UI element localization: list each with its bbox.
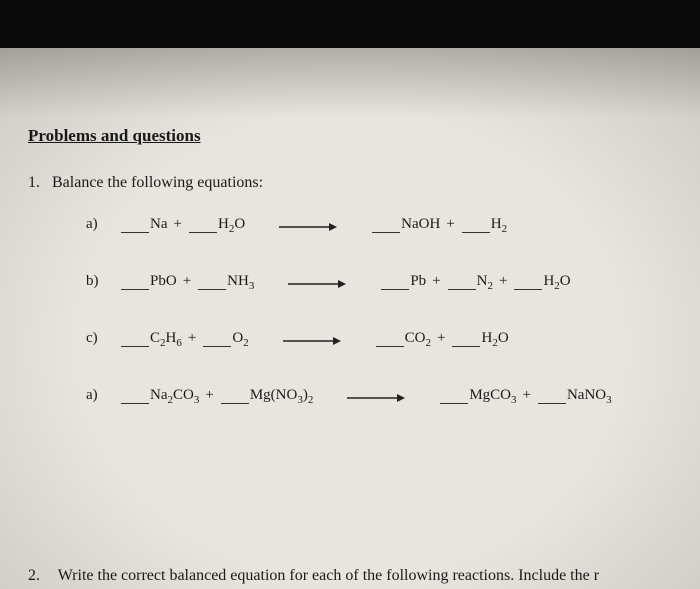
reaction-arrow-icon [347,392,405,404]
equation-list: a)Na+H2O NaOH+H2b)PbO+NH3 Pb+N2+H2Oc)C2H… [28,216,672,404]
equation-body: Na + H2O NaOH + H2 [120,216,507,233]
chemical-formula: NaOH [401,216,440,233]
chemical-formula: C2H6 [150,330,182,347]
equation-label: a) [86,387,120,404]
chemical-formula: N2 [477,273,493,290]
coefficient-blank [381,276,409,290]
coefficient-blank [203,333,231,347]
chemical-formula: H2O [218,216,245,233]
chemical-formula: PbO [150,273,177,290]
chemical-formula: NH3 [227,273,254,290]
coefficient-blank [189,219,217,233]
coefficient-blank [198,276,226,290]
chemical-formula: Pb [410,273,426,290]
chemical-formula: NaNO3 [567,387,612,404]
plus-sign: + [174,216,182,233]
coefficient-blank [372,219,400,233]
chemical-formula: H2O [481,330,508,347]
equation-row: a) Na + H2O NaOH + H2 [86,216,672,233]
coefficient-blank [514,276,542,290]
coefficient-blank [221,390,249,404]
question-1-text: Balance the following equations: [52,174,263,191]
chemical-formula: Mg(NO3)2 [250,387,314,404]
coefficient-blank [452,333,480,347]
plus-sign: + [188,330,196,347]
reaction-arrow-icon [283,335,341,347]
coefficient-blank [121,219,149,233]
photo-dark-background [0,0,700,48]
equation-body: C2H6 + O2 CO2 + H2O [120,330,509,347]
coefficient-blank [121,390,149,404]
equation-row: a) Na2CO3 + Mg(NO3)2 MgCO3 + NaNO3 [86,387,672,404]
equation-label: b) [86,273,120,290]
equation-label: a) [86,216,120,233]
coefficient-blank [440,390,468,404]
question-1-number: 1. [28,174,48,192]
chemical-formula: Na [150,216,168,233]
plus-sign: + [437,330,445,347]
plus-sign: + [446,216,454,233]
coefficient-blank [462,219,490,233]
plus-sign: + [499,273,507,290]
plus-sign: + [183,273,191,290]
coefficient-blank [538,390,566,404]
worksheet-page: Problems and questions 1. Balance the fo… [0,48,700,589]
question-2-text: Write the correct balanced equation for … [58,567,599,584]
question-2-prompt: 2. Write the correct balanced equation f… [28,567,700,585]
coefficient-blank [121,333,149,347]
reaction-arrow-icon [279,221,337,233]
coefficient-blank [376,333,404,347]
chemical-formula: MgCO3 [469,387,516,404]
chemical-formula: H2O [543,273,570,290]
chemical-formula: H2 [491,216,507,233]
equation-row: c) C2H6 + O2 CO2 + H2O [86,330,672,347]
equation-body: Na2CO3 + Mg(NO3)2 MgCO3 + NaNO3 [120,387,612,404]
question-2-number: 2. [28,567,48,585]
plus-sign: + [523,387,531,404]
question-1-prompt: 1. Balance the following equations: [28,174,672,192]
coefficient-blank [448,276,476,290]
plus-sign: + [205,387,213,404]
plus-sign: + [432,273,440,290]
equation-body: PbO + NH3 Pb + N2 + H2O [120,273,571,290]
chemical-formula: Na2CO3 [150,387,199,404]
chemical-formula: CO2 [405,330,431,347]
reaction-arrow-icon [288,278,346,290]
equation-row: b) PbO + NH3 Pb + N2 + H2O [86,273,672,290]
coefficient-blank [121,276,149,290]
equation-label: c) [86,330,120,347]
chemical-formula: O2 [232,330,248,347]
section-heading: Problems and questions [28,126,672,146]
page-top-shadow [0,48,700,118]
